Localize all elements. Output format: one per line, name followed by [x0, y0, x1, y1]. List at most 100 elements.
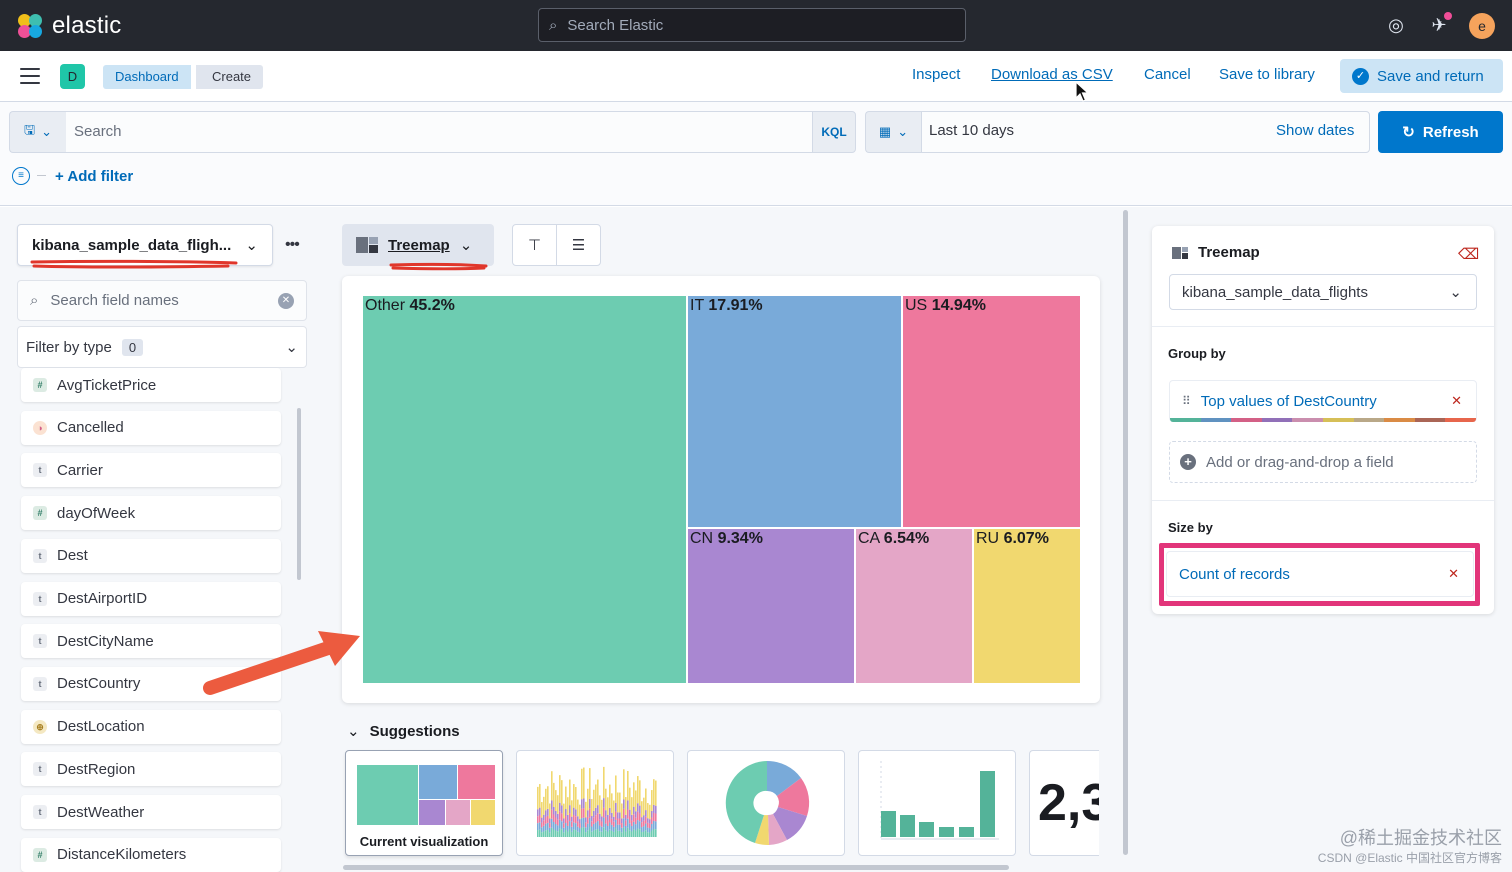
field-list-scrollbar[interactable] [297, 408, 301, 580]
eraser-icon[interactable]: ⌫ [1458, 246, 1480, 263]
tile-value: 45.2% [409, 297, 455, 314]
chevron-down-icon: ⌄ [285, 339, 298, 356]
size-by-dimension[interactable]: Count of records ✕ [1166, 551, 1474, 597]
news-feed-icon[interactable]: ✈ [1431, 15, 1447, 35]
histogram-bar-segment [591, 815, 593, 822]
filter-menu-icon[interactable]: ≡ [12, 167, 30, 185]
layer-type-title[interactable]: Treemap [1172, 244, 1260, 261]
inspect-link[interactable]: Inspect [912, 66, 961, 83]
field-search-input[interactable]: ⌕ Search field names ✕ [17, 280, 307, 321]
field-item[interactable]: t Dest [21, 538, 281, 573]
clear-icon[interactable]: ✕ [278, 292, 294, 309]
plus-icon: + [1180, 454, 1196, 470]
drag-handle-icon[interactable]: ⠿ [1182, 394, 1191, 408]
histogram-bar-segment [629, 809, 631, 817]
global-search-input[interactable]: ⌕ Search Elastic [538, 8, 966, 42]
field-item[interactable]: ⊕ DestLocation [21, 709, 281, 744]
treemap-tile[interactable]: US 14.94% [902, 295, 1081, 528]
histogram-bar-segment [567, 820, 569, 826]
date-quick-menu-button[interactable]: ▦ ⌄ [865, 111, 921, 153]
save-and-return-button[interactable]: ✓ Save and return [1340, 59, 1503, 93]
query-search-input[interactable]: Search [66, 111, 812, 153]
watermark: @稀土掘金技术社区 CSDN @Elastic 中国社区官方博客 [1290, 828, 1502, 868]
saved-query-button[interactable]: 🖫 ⌄ [9, 111, 66, 153]
histogram-bar-segment [603, 807, 605, 818]
remove-icon[interactable]: ✕ [1448, 566, 1459, 581]
field-item[interactable]: # DistanceKilometers [21, 837, 281, 872]
suggestion-bar-histogram[interactable] [516, 750, 674, 856]
field-item[interactable]: # dayOfWeek [21, 496, 281, 531]
histogram-bar-segment [605, 823, 607, 831]
palette-swatch [1353, 418, 1385, 422]
layer-index-select[interactable]: kibana_sample_data_flights ⌄ [1169, 274, 1477, 310]
histogram-bar-segment [539, 784, 541, 808]
field-item[interactable]: t DestWeather [21, 795, 281, 829]
hamburger-menu-icon[interactable] [20, 68, 40, 84]
treemap-tile[interactable]: CN 9.34% [687, 528, 855, 684]
field-item[interactable]: t DestCityName [21, 624, 281, 659]
histogram-bar-segment [635, 790, 637, 812]
kql-language-button[interactable]: KQL [812, 111, 856, 153]
field-item[interactable]: t DestAirportID [21, 581, 281, 616]
treemap-tile[interactable]: Other 45.2% [362, 295, 687, 684]
date-range-picker[interactable] [921, 111, 1370, 153]
breadcrumb-dashboard[interactable]: Dashboard [103, 65, 191, 89]
field-item[interactable]: t DestRegion [21, 752, 281, 787]
histogram-bar-segment [627, 770, 629, 801]
histogram-bar-segment [565, 816, 567, 824]
suggestion-bar-vertical[interactable] [858, 750, 1016, 856]
suggestions-toggle[interactable]: ⌄ Suggestions [347, 722, 460, 741]
field-name: DestAirportID [57, 590, 148, 607]
field-search-placeholder: Search field names [50, 292, 179, 309]
field-item[interactable]: t Carrier [21, 453, 281, 488]
histogram-bar-segment [545, 788, 547, 811]
suggestion-metric[interactable]: 2,3 [1029, 750, 1099, 856]
save-to-library-link[interactable]: Save to library [1219, 66, 1315, 83]
histogram-bar-segment [625, 825, 627, 832]
suggestion-current-visualization[interactable] [345, 750, 503, 856]
field-item[interactable]: # AvgTicketPrice [21, 368, 281, 402]
elastic-logo[interactable]: elastic [16, 12, 121, 40]
tile-label: US [905, 297, 928, 314]
histogram-bar-segment [553, 782, 555, 807]
refresh-button[interactable]: ↻ Refresh [1378, 111, 1503, 153]
histogram-bar-segment [649, 832, 651, 837]
data-view-select[interactable]: kibana_sample_data_fligh... ⌄ [17, 224, 273, 266]
remove-icon[interactable]: ✕ [1451, 393, 1462, 408]
histogram-bar-segment [547, 808, 549, 816]
visualization-type-select[interactable]: Treemap ⌄ [342, 224, 494, 266]
legend-icon[interactable]: ☰ [556, 225, 600, 265]
histogram-bar-segment [543, 796, 545, 815]
treemap-tile[interactable]: CA 6.54% [855, 528, 973, 684]
field-name: DestCountry [57, 675, 141, 693]
show-dates-link[interactable]: Show dates [1276, 122, 1355, 139]
cancel-link[interactable]: Cancel [1144, 66, 1191, 83]
filter-by-type-select[interactable]: Filter by type 0 ⌄ [17, 326, 307, 368]
field-type-string-icon: t [33, 548, 47, 563]
histogram-bar-segment [593, 817, 595, 824]
space-avatar[interactable]: D [60, 64, 85, 89]
histogram-bar-segment [605, 830, 607, 837]
suggestions-scrollbar[interactable] [343, 865, 1009, 870]
field-item[interactable]: ◑ Cancelled [21, 410, 281, 445]
help-icon[interactable]: ◎ [1388, 15, 1404, 35]
treemap-tile[interactable]: IT 17.91% [687, 295, 902, 528]
histogram-bar-segment [539, 807, 541, 815]
group-by-dimension[interactable]: ⠿ Top values of DestCountry ✕ [1169, 380, 1477, 422]
add-field-dropzone[interactable]: + Add or drag-and-drop a field [1169, 441, 1477, 483]
treemap-chart[interactable]: Other 45.2% IT 17.91% US 14.94% CN 9.34% CA … [362, 295, 1081, 684]
user-avatar[interactable]: e [1469, 13, 1495, 39]
histogram-bar-segment [593, 823, 595, 831]
histogram-bar-segment [545, 810, 547, 817]
suggestion-donut[interactable] [687, 750, 845, 856]
workspace-scrollbar[interactable] [1123, 210, 1128, 855]
treemap-tile[interactable]: RU 6.07% [973, 528, 1081, 684]
more-options-icon[interactable]: ••• [285, 236, 300, 253]
notification-dot [1444, 12, 1452, 20]
download-csv-link[interactable]: Download as CSV [991, 66, 1113, 83]
histogram-bar-segment [561, 829, 563, 837]
histogram-bar-segment [653, 812, 655, 821]
title-text-icon[interactable]: ⊤ [527, 237, 542, 254]
histogram-bar-segment [629, 787, 631, 810]
add-filter-button[interactable]: + Add filter [55, 168, 134, 185]
